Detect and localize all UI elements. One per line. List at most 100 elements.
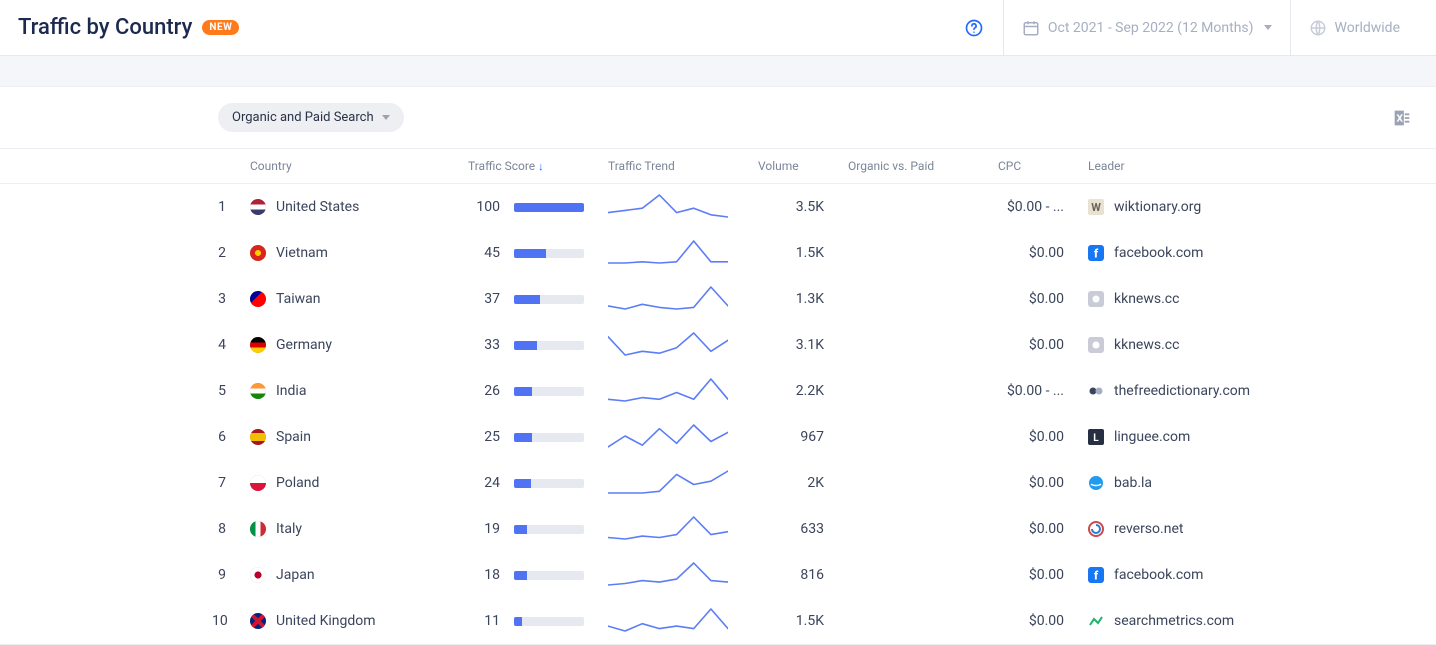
chevron-down-icon	[382, 115, 390, 120]
score-value: 11	[468, 613, 500, 629]
ovp-cell	[836, 368, 986, 414]
col-ovp[interactable]: Organic vs. Paid	[836, 149, 986, 184]
table-row[interactable]: 10United Kingdom111.5K$0.00searchmetrics…	[0, 598, 1436, 644]
leader-cell: kknews.cc	[1076, 276, 1436, 322]
page-header: Traffic by Country New Oct 2021 - Sep 20…	[0, 0, 1436, 56]
sort-desc-icon: ↓	[538, 160, 544, 173]
cpc-cell: $0.00	[986, 230, 1076, 276]
page-title: Traffic by Country	[18, 15, 192, 40]
globe-icon	[1309, 19, 1327, 37]
leader-cell: searchmetrics.com	[1076, 598, 1436, 644]
score-bar	[514, 203, 584, 212]
leader-link[interactable]: thefreedictionary.com	[1114, 383, 1250, 399]
table-row[interactable]: 3Taiwan371.3K$0.00kknews.cc	[0, 276, 1436, 322]
favicon-icon	[1088, 475, 1104, 491]
svg-text:W: W	[1091, 201, 1101, 214]
favicon-icon	[1088, 337, 1104, 353]
ovp-cell	[836, 184, 986, 231]
leader-link[interactable]: wiktionary.org	[1114, 199, 1201, 215]
ovp-cell	[836, 276, 986, 322]
col-rank	[200, 149, 238, 184]
leader-link[interactable]: linguee.com	[1114, 429, 1190, 445]
flag-icon	[250, 337, 266, 353]
col-traffic-score[interactable]: Traffic Score↓	[456, 149, 596, 184]
leader-link[interactable]: facebook.com	[1114, 245, 1203, 261]
table-row[interactable]: 7Poland242K$0.00bab.la	[0, 460, 1436, 506]
ovp-cell	[836, 506, 986, 552]
col-cpc[interactable]: CPC	[986, 149, 1076, 184]
rank-cell: 6	[200, 414, 238, 460]
trend-sparkline	[608, 469, 728, 497]
score-value: 18	[468, 567, 500, 583]
country-name: Germany	[276, 337, 332, 353]
leader-link[interactable]: reverso.net	[1114, 521, 1183, 537]
col-country[interactable]: Country	[238, 149, 456, 184]
export-button[interactable]	[1388, 104, 1416, 132]
score-value: 26	[468, 383, 500, 399]
table-row[interactable]: 2Vietnam451.5K$0.00ffacebook.com	[0, 230, 1436, 276]
table-row[interactable]: 1United States1003.5K$0.00 - ...Wwiktion…	[0, 184, 1436, 231]
leader-cell: kknews.cc	[1076, 322, 1436, 368]
table-row[interactable]: 9Japan18816$0.00ffacebook.com	[0, 552, 1436, 598]
panel-toolbar: Organic and Paid Search	[0, 87, 1436, 148]
country-cell: United States	[238, 184, 456, 231]
col-traffic-trend: Traffic Trend	[596, 149, 746, 184]
leader-cell: Llinguee.com	[1076, 414, 1436, 460]
scope-picker[interactable]: Worldwide	[1290, 0, 1418, 55]
country-name: United Kingdom	[276, 613, 376, 629]
help-button[interactable]	[955, 9, 993, 47]
favicon-icon	[1088, 613, 1104, 629]
leader-cell: Wwiktionary.org	[1076, 184, 1436, 231]
trend-cell	[596, 460, 746, 506]
trend-sparkline	[608, 285, 728, 313]
favicon-icon: L	[1088, 429, 1104, 445]
ovp-cell	[836, 460, 986, 506]
table-row[interactable]: 6Spain25967$0.00Llinguee.com	[0, 414, 1436, 460]
leader-link[interactable]: kknews.cc	[1114, 291, 1179, 307]
trend-cell	[596, 322, 746, 368]
trend-sparkline	[608, 193, 728, 221]
score-bar	[514, 617, 584, 626]
trend-cell	[596, 184, 746, 231]
table-header-row: Country Traffic Score↓ Traffic Trend Vol…	[0, 149, 1436, 184]
leader-cell: reverso.net	[1076, 506, 1436, 552]
leader-link[interactable]: searchmetrics.com	[1114, 613, 1234, 629]
country-cell: Vietnam	[238, 230, 456, 276]
score-cell: 45	[456, 230, 596, 276]
cpc-cell: $0.00 - ...	[986, 368, 1076, 414]
cpc-cell: $0.00	[986, 414, 1076, 460]
trend-sparkline	[608, 561, 728, 589]
country-name: Spain	[276, 429, 311, 445]
favicon-icon: W	[1088, 199, 1104, 215]
leader-link[interactable]: facebook.com	[1114, 567, 1203, 583]
country-name: Taiwan	[276, 291, 320, 307]
volume-cell: 967	[746, 414, 836, 460]
table-row[interactable]: 8Italy19633$0.00reverso.net	[0, 506, 1436, 552]
table-row[interactable]: 5India262.2K$0.00 - ...thefreedictionary…	[0, 368, 1436, 414]
ovp-cell	[836, 414, 986, 460]
volume-cell: 1.3K	[746, 276, 836, 322]
trend-cell	[596, 368, 746, 414]
leader-cell: ffacebook.com	[1076, 552, 1436, 598]
trend-sparkline	[608, 331, 728, 359]
flag-icon	[250, 521, 266, 537]
leader-cell: ffacebook.com	[1076, 230, 1436, 276]
score-bar	[514, 571, 584, 580]
leader-link[interactable]: kknews.cc	[1114, 337, 1179, 353]
volume-cell: 1.5K	[746, 230, 836, 276]
trend-sparkline	[608, 515, 728, 543]
volume-cell: 2K	[746, 460, 836, 506]
score-cell: 11	[456, 598, 596, 644]
filter-chip[interactable]: Organic and Paid Search	[218, 103, 404, 132]
table-row[interactable]: 4Germany333.1K$0.00kknews.cc	[0, 322, 1436, 368]
trend-cell	[596, 506, 746, 552]
col-leader[interactable]: Leader	[1076, 149, 1436, 184]
excel-export-icon	[1391, 107, 1413, 129]
leader-link[interactable]: bab.la	[1114, 475, 1152, 491]
date-range-picker[interactable]: Oct 2021 - Sep 2022 (12 Months)	[1003, 0, 1290, 55]
col-volume[interactable]: Volume	[746, 149, 836, 184]
country-name: Italy	[276, 521, 302, 537]
favicon-icon	[1088, 291, 1104, 307]
content-panel: Organic and Paid Search Country Traffic …	[0, 86, 1436, 645]
rank-cell: 7	[200, 460, 238, 506]
